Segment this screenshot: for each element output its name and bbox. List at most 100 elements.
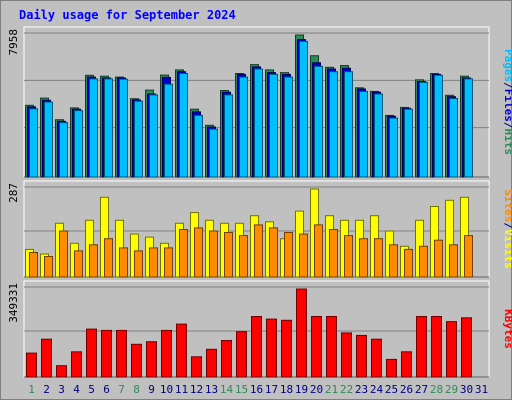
bar-pages-day-12 (194, 114, 203, 178)
bar-sites-day-7 (119, 247, 128, 278)
bar-pages-day-27 (419, 81, 428, 178)
bar-sites-day-16 (254, 224, 263, 278)
bar-kbytes-day-28 (431, 316, 442, 378)
x-tick-label-day-25: 25 (385, 383, 398, 396)
bar-pages-day-23 (359, 90, 368, 178)
chart-title: Daily usage for September 2024 (19, 8, 236, 22)
bar-sites-day-25 (389, 244, 398, 278)
bar-kbytes-day-19 (296, 288, 307, 378)
bar-sites-day-23 (359, 238, 368, 278)
bar-pages-day-2 (44, 101, 53, 178)
x-tick-label-day-9: 9 (148, 383, 155, 396)
bar-sites-day-9 (149, 247, 158, 278)
legend-separator: / (502, 222, 512, 229)
bar-kbytes-day-15 (236, 331, 247, 378)
legend-label-kbytes: KBytes (502, 309, 512, 349)
bar-pages-day-14 (224, 94, 233, 178)
bar-kbytes-day-8 (131, 343, 142, 378)
bar-kbytes-day-2 (41, 338, 52, 378)
x-tick-label-day-21: 21 (325, 383, 338, 396)
bar-kbytes-day-4 (71, 351, 82, 378)
bar-pages-day-28 (434, 74, 443, 178)
bar-sites-day-13 (209, 230, 218, 278)
bar-kbytes-day-26 (401, 351, 412, 378)
bar-kbytes-day-9 (146, 341, 157, 378)
y-max-label: 7958 (7, 29, 20, 56)
bar-sites-day-2 (44, 256, 53, 278)
bar-pages-day-13 (209, 128, 218, 178)
x-tick-label-day-3: 3 (58, 383, 65, 396)
bar-sites-day-22 (344, 235, 353, 278)
bar-sites-day-4 (74, 250, 83, 278)
x-tick-label-day-13: 13 (205, 383, 218, 396)
x-tick-label-day-31: 31 (475, 383, 488, 396)
bar-sites-day-30 (464, 235, 473, 278)
x-tick-label-day-26: 26 (400, 383, 413, 396)
bar-kbytes-day-25 (386, 358, 397, 378)
bar-kbytes-day-5 (86, 328, 97, 378)
bar-kbytes-day-11 (176, 323, 187, 378)
bar-kbytes-day-3 (56, 365, 67, 378)
bar-kbytes-day-1 (26, 352, 37, 378)
bar-kbytes-day-23 (356, 334, 367, 378)
bar-sites-day-6 (104, 238, 113, 278)
bar-pages-day-29 (449, 98, 458, 178)
bar-pages-day-8 (134, 100, 143, 178)
x-tick-label-day-19: 19 (295, 383, 308, 396)
x-tick-label-day-29: 29 (445, 383, 458, 396)
bar-pages-day-16 (254, 68, 263, 178)
bar-kbytes-day-6 (101, 329, 112, 378)
x-tick-label-day-27: 27 (415, 383, 428, 396)
bar-sites-day-21 (329, 229, 338, 278)
bar-sites-day-5 (89, 244, 98, 278)
bar-pages-day-3 (59, 122, 68, 178)
x-axis-labels: 1 2 3 4 5 6 7 8 9 10 11 12 13 14 15 16 17 18 19 20 21 22 23 24 2… (28, 383, 488, 396)
bar-kbytes-day-30 (461, 317, 472, 378)
bar-sites-day-18 (284, 232, 293, 278)
bar-pages-day-9 (149, 94, 158, 178)
legend-label-sites: Sites (502, 189, 512, 222)
x-tick-label-day-12: 12 (190, 383, 203, 396)
panel-kbytes: 349331 KBytes (7, 280, 512, 378)
legend-label-hits: Hits (502, 129, 512, 156)
legend-visits-sites: Sites/Visits (502, 189, 512, 269)
bar-kbytes-day-10 (161, 329, 172, 378)
x-tick-label-day-15: 15 (235, 383, 248, 396)
bar-kbytes-day-22 (341, 332, 352, 378)
bar-sites-day-10 (164, 247, 173, 278)
x-tick-label-day-17: 17 (265, 383, 278, 396)
bar-kbytes-day-20 (311, 316, 322, 378)
legend-kbytes: KBytes (502, 309, 512, 349)
bar-kbytes-day-16 (251, 316, 262, 378)
bar-kbytes-day-13 (206, 348, 217, 378)
bar-kbytes-day-14 (221, 340, 232, 378)
bar-pages-day-1 (29, 108, 38, 178)
bar-sites-day-27 (419, 245, 428, 278)
x-tick-label-day-11: 11 (175, 383, 188, 396)
bar-kbytes-day-21 (326, 316, 337, 378)
bar-kbytes-day-24 (371, 338, 382, 378)
bar-kbytes-day-7 (116, 329, 127, 378)
panel-visits-sites: 287 Sites/Visits (7, 180, 512, 278)
bar-sites-day-11 (179, 229, 188, 278)
bar-kbytes-day-18 (281, 319, 292, 378)
x-tick-label-day-18: 18 (280, 383, 293, 396)
x-tick-label-day-16: 16 (250, 383, 263, 396)
bar-pages-day-25 (389, 117, 398, 178)
bar-kbytes-day-17 (266, 318, 277, 378)
bar-sites-day-14 (224, 232, 233, 278)
bar-kbytes-day-27 (416, 316, 427, 378)
x-tick-label-day-4: 4 (73, 383, 80, 396)
legend-label-files: Files (502, 89, 512, 122)
x-tick-label-day-1: 1 (28, 383, 35, 396)
x-tick-label-day-8: 8 (133, 383, 140, 396)
x-tick-label-day-5: 5 (88, 383, 95, 396)
y-max-label: 287 (7, 183, 20, 203)
x-tick-label-day-30: 30 (460, 383, 473, 396)
bar-pages-day-20 (314, 65, 323, 178)
x-tick-label-day-10: 10 (160, 383, 173, 396)
